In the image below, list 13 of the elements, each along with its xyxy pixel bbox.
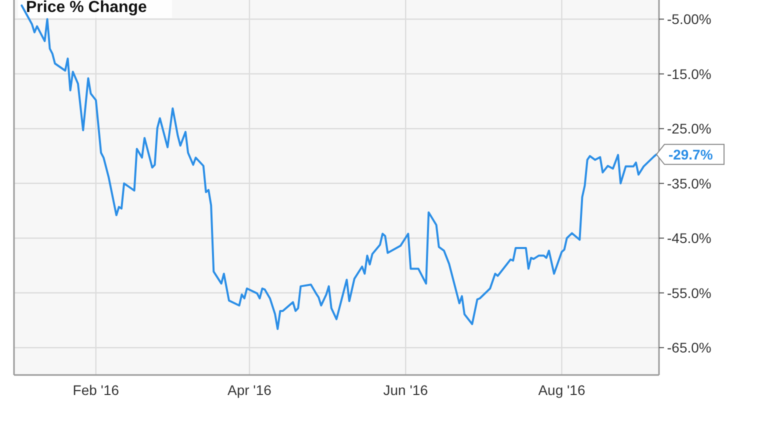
x-tick-label: Feb '16	[72, 382, 120, 398]
y-tick-label: -25.0%	[667, 120, 712, 137]
y-tick-label: -55.0%	[667, 284, 712, 301]
x-tick-label: Jun '16	[383, 382, 428, 398]
y-tick-label: -5.00%	[667, 11, 712, 28]
x-tick-label: Aug '16	[538, 382, 586, 398]
y-tick-label: -15.0%	[667, 66, 712, 82]
chart-title: Price % Change	[26, 0, 148, 16]
y-tick-label: -65.0%	[667, 340, 712, 356]
annotation: -29.7%	[668, 146, 714, 162]
y-tick-label: -45.0%	[667, 230, 712, 246]
x-tick-label: Apr '16	[228, 382, 272, 398]
y-tick-label: -35.0%	[667, 175, 712, 192]
